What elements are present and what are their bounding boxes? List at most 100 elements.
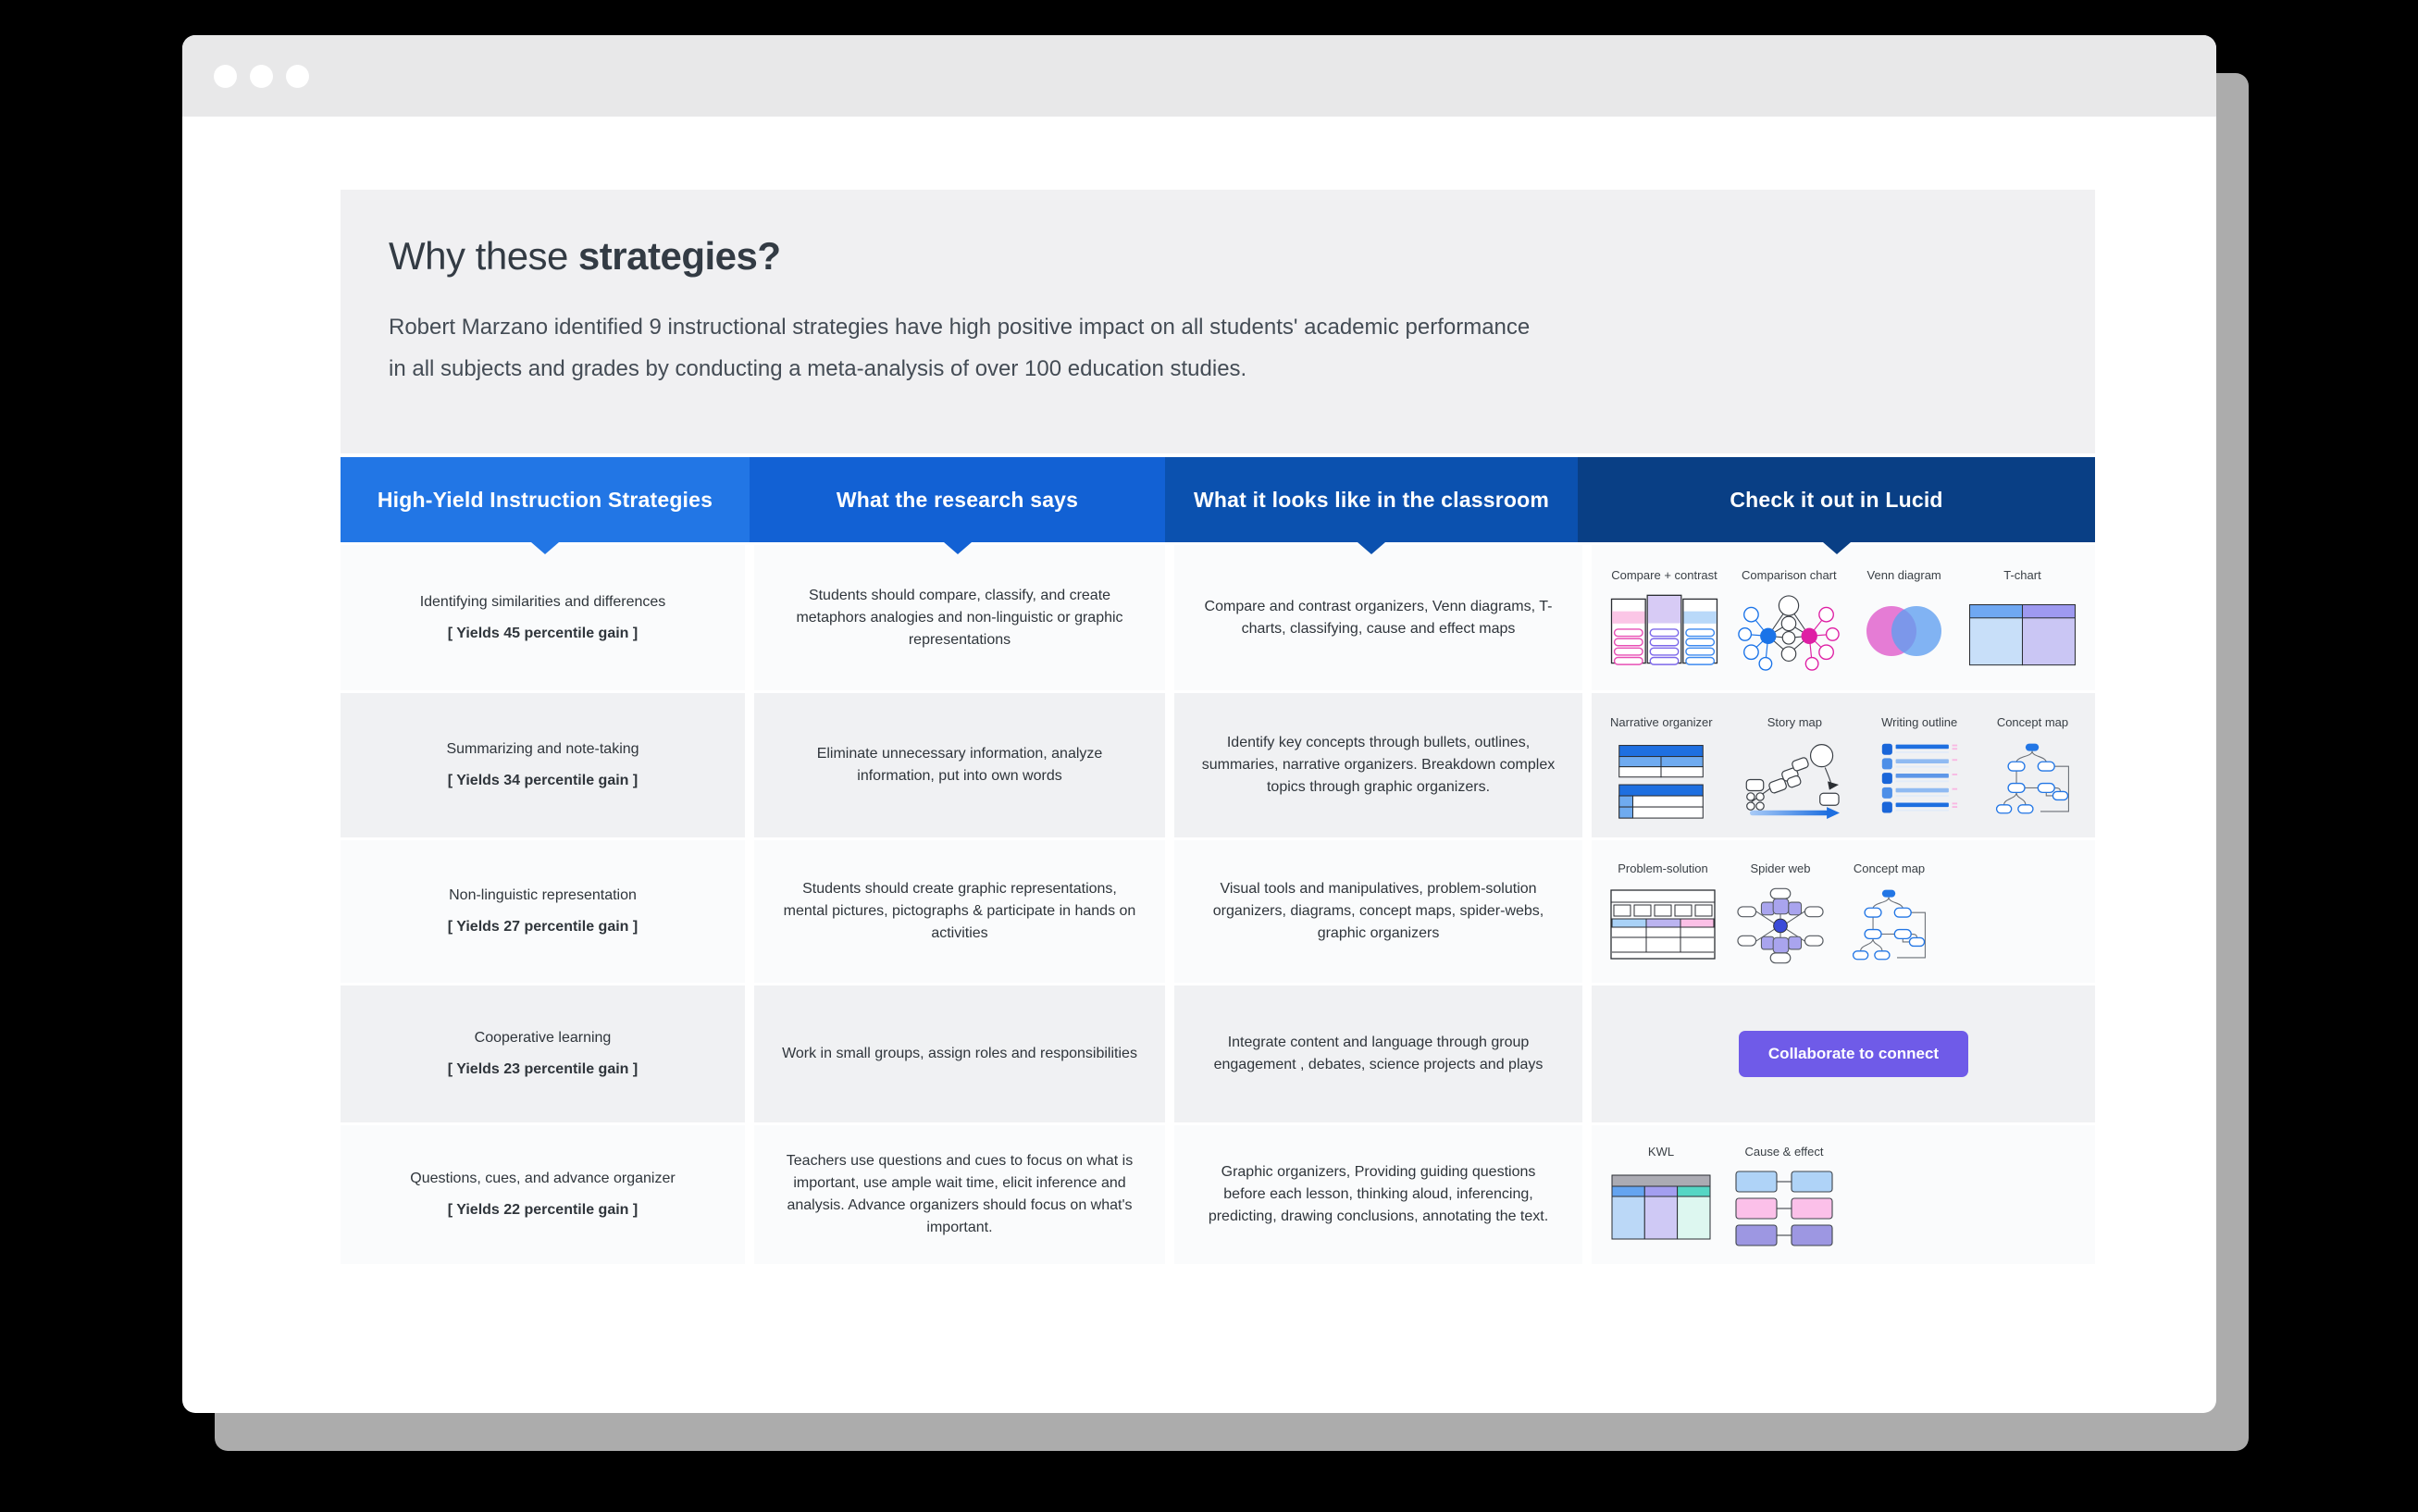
lucid-cell: Compare + contrast (1592, 545, 2095, 690)
yield-badge: [ Yields 34 percentile gain ] (447, 773, 639, 788)
concept-map-icon (1995, 743, 2069, 814)
diagram-label: Comparison chart (1742, 567, 1837, 582)
lucid-cell: Problem-solution (1592, 840, 2095, 983)
research-text: Teachers use questions and cues to focus… (786, 1153, 1134, 1235)
column-header-research: What the research says (750, 457, 1165, 542)
compare-contrast-diagram: Compare + contrast (1610, 564, 1718, 672)
problem-solution-icon (1610, 889, 1716, 960)
t-chart-diagram: T-chart (1968, 564, 2077, 672)
diagram-label: Venn diagram (1866, 567, 1941, 582)
classroom-text: Integrate content and language through g… (1213, 1035, 1544, 1072)
narrative-organizer-icon (1618, 745, 1705, 819)
yield-badge: [ Yields 45 percentile gain ] (447, 625, 639, 641)
classroom-text: Graphic organizers, Providing guiding qu… (1208, 1164, 1549, 1224)
strategy-cell: Non-linguistic representation [ Yields 2… (341, 840, 745, 983)
window-titlebar (182, 35, 2216, 117)
research-cell: Work in small groups, assign roles and r… (754, 985, 1165, 1122)
window-control-dot[interactable] (214, 64, 237, 88)
writing-outline-icon (1881, 743, 1958, 813)
diagram-label: Concept map (1853, 861, 1926, 875)
strategy-name: Questions, cues, and advance organizer (410, 1171, 676, 1186)
classroom-text: Compare and contrast organizers, Venn di… (1204, 598, 1553, 637)
diagram-label: Compare + contrast (1611, 567, 1717, 582)
research-text: Students should compare, classify, and c… (796, 587, 1123, 648)
classroom-cell: Visual tools and manipulatives, problem-… (1174, 840, 1582, 983)
compare-contrast-icon (1610, 594, 1718, 665)
table-row: Non-linguistic representation [ Yields 2… (341, 840, 2095, 983)
comparison-chart-icon (1738, 594, 1841, 671)
diagram-label: Concept map (1996, 715, 2069, 729)
table-row: Questions, cues, and advance organizer [… (341, 1125, 2095, 1264)
venn-diagram-icon (1866, 605, 1941, 656)
column-header-lucid: Check it out in Lucid (1578, 457, 2095, 542)
concept-map-diagram: Concept map (1845, 858, 1933, 965)
venn-diagram-diagram: Venn diagram (1860, 564, 1949, 672)
diagram-label: Writing outline (1881, 715, 1958, 729)
classroom-cell: Identify key concepts through bullets, o… (1174, 693, 1582, 837)
browser-window: Why these strategies? Robert Marzano ide… (182, 35, 2216, 1413)
research-text: Students should create graphic represent… (783, 881, 1136, 941)
narrative-organizer-diagram: Narrative organizer (1610, 712, 1713, 819)
strategy-cell: Cooperative learning [ Yields 23 percent… (341, 985, 745, 1122)
research-cell: Students should create graphic represent… (754, 840, 1165, 983)
classroom-cell: Compare and contrast organizers, Venn di… (1174, 545, 1582, 690)
column-header-strategies: High-Yield Instruction Strategies (341, 457, 750, 542)
diagram-label: Narrative organizer (1610, 715, 1713, 729)
comparison-chart-diagram: Comparison chart (1738, 564, 1841, 672)
research-cell: Students should compare, classify, and c… (754, 545, 1165, 690)
classroom-cell: Graphic organizers, Providing guiding qu… (1174, 1125, 1582, 1264)
yield-badge: [ Yields 23 percentile gain ] (447, 1061, 639, 1077)
page-title-bold: strategies? (577, 234, 781, 278)
intro-paragraph: Robert Marzano identified 9 instructiona… (389, 306, 2095, 390)
classroom-text: Identify key concepts through bullets, o… (1201, 735, 1556, 795)
spider-web-icon (1737, 887, 1824, 964)
window-control-dot[interactable] (250, 64, 273, 88)
intro-paragraph-line1: Robert Marzano identified 9 instructiona… (389, 315, 1531, 340)
table-row: Cooperative learning [ Yields 23 percent… (341, 985, 2095, 1122)
t-chart-icon (1969, 603, 2076, 665)
strategy-cell: Identifying similarities and differences… (341, 545, 745, 690)
spider-web-diagram: Spider web (1736, 858, 1825, 965)
strategy-cell: Questions, cues, and advance organizer [… (341, 1125, 745, 1264)
strategy-name: Non-linguistic representation (449, 887, 637, 903)
problem-solution-diagram: Problem-solution (1610, 858, 1716, 965)
diagram-label: Problem-solution (1618, 861, 1708, 875)
diagram-label: Story map (1767, 715, 1822, 729)
strategy-cell: Summarizing and note-taking [ Yields 34 … (341, 693, 745, 837)
research-text: Eliminate unnecessary information, analy… (816, 746, 1103, 784)
kwl-chart-icon (1611, 1174, 1711, 1240)
strategy-name: Summarizing and note-taking (446, 741, 639, 757)
strategies-table: High-Yield Instruction Strategies What t… (341, 457, 2095, 1264)
collaborate-to-connect-button[interactable]: Collaborate to connect (1738, 1031, 1969, 1077)
strategy-name: Cooperative learning (474, 1030, 612, 1046)
diagram-label: KWL (1647, 1145, 1675, 1159)
lucid-cell: Narrative organizer (1592, 693, 2095, 837)
column-header-classroom: What it looks like in the classroom (1165, 457, 1578, 542)
intro-paragraph-line2: in all subjects and grades by conducting… (389, 356, 1247, 381)
story-map-diagram: Story map (1739, 712, 1850, 819)
diagram-label: Spider web (1750, 861, 1811, 875)
concept-map-icon (1852, 889, 1926, 960)
window-control-dot[interactable] (286, 64, 309, 88)
classroom-text: Visual tools and manipulatives, problem-… (1212, 881, 1544, 941)
table-row: Identifying similarities and differences… (341, 545, 2095, 690)
research-text: Work in small groups, assign roles and r… (782, 1046, 1137, 1061)
research-cell: Eliminate unnecessary information, analy… (754, 693, 1165, 837)
yield-badge: [ Yields 22 percentile gain ] (447, 1202, 639, 1218)
writing-outline-diagram: Writing outline (1877, 712, 1962, 819)
yield-badge: [ Yields 27 percentile gain ] (447, 919, 639, 935)
page-title-regular: Why these (389, 234, 568, 278)
research-cell: Teachers use questions and cues to focus… (754, 1125, 1165, 1264)
page-title: Why these strategies? (389, 234, 2095, 279)
classroom-cell: Integrate content and language through g… (1174, 985, 1582, 1122)
table-row: Summarizing and note-taking [ Yields 34 … (341, 693, 2095, 837)
intro-panel: Why these strategies? Robert Marzano ide… (341, 190, 2095, 453)
table-header-row: High-Yield Instruction Strategies What t… (341, 457, 2095, 542)
lucid-cell: KWL Cause & effect (1592, 1125, 2095, 1264)
diagram-label: Cause & effect (1744, 1145, 1824, 1159)
cause-effect-diagram: Cause & effect (1732, 1141, 1836, 1248)
cause-effect-icon (1735, 1171, 1833, 1246)
lucid-cell: Collaborate to connect (1592, 985, 2095, 1122)
concept-map-diagram: Concept map (1989, 712, 2077, 819)
